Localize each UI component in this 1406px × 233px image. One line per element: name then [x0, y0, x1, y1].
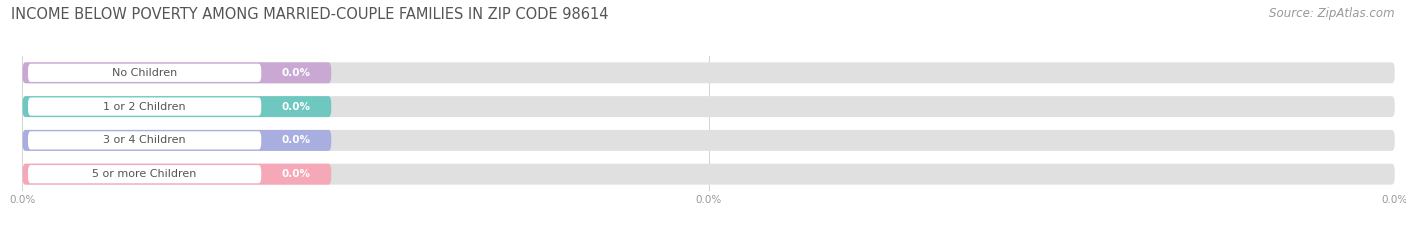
FancyBboxPatch shape	[22, 164, 332, 185]
FancyBboxPatch shape	[22, 62, 332, 83]
Text: 5 or more Children: 5 or more Children	[93, 169, 197, 179]
Text: 0.0%: 0.0%	[281, 169, 311, 179]
FancyBboxPatch shape	[28, 165, 262, 183]
FancyBboxPatch shape	[22, 96, 1395, 117]
Text: INCOME BELOW POVERTY AMONG MARRIED-COUPLE FAMILIES IN ZIP CODE 98614: INCOME BELOW POVERTY AMONG MARRIED-COUPL…	[11, 7, 609, 22]
Text: 1 or 2 Children: 1 or 2 Children	[103, 102, 186, 112]
Text: Source: ZipAtlas.com: Source: ZipAtlas.com	[1270, 7, 1395, 20]
Text: 0.0%: 0.0%	[281, 68, 311, 78]
FancyBboxPatch shape	[22, 130, 332, 151]
FancyBboxPatch shape	[28, 64, 262, 82]
FancyBboxPatch shape	[22, 96, 332, 117]
FancyBboxPatch shape	[22, 164, 1395, 185]
FancyBboxPatch shape	[28, 131, 262, 150]
FancyBboxPatch shape	[22, 130, 1395, 151]
FancyBboxPatch shape	[22, 62, 1395, 83]
FancyBboxPatch shape	[28, 97, 262, 116]
Text: 0.0%: 0.0%	[281, 102, 311, 112]
Text: 0.0%: 0.0%	[281, 135, 311, 145]
Text: No Children: No Children	[112, 68, 177, 78]
Text: 3 or 4 Children: 3 or 4 Children	[103, 135, 186, 145]
